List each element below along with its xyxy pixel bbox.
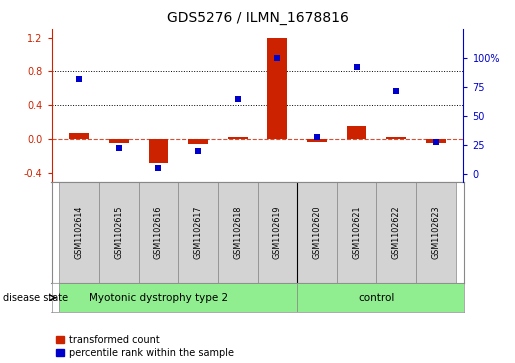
Bar [307,139,327,142]
Bar [297,182,337,283]
Point [154,166,163,171]
Bar [416,182,456,283]
Bar [218,182,258,283]
Bar [267,37,287,139]
Point [313,134,321,140]
Text: GSM1102619: GSM1102619 [273,205,282,259]
Point [234,96,242,102]
Text: GSM1102620: GSM1102620 [313,205,321,259]
Bar [148,139,168,163]
Point [273,55,281,61]
Bar [337,182,376,283]
Bar [99,182,139,283]
Point [115,144,123,150]
Bar [178,182,218,283]
Text: disease state: disease state [3,293,67,303]
Bar [109,139,129,143]
Bar [59,182,99,283]
Bar [188,139,208,144]
Bar [347,126,367,139]
Point [392,88,400,94]
Bar [426,139,445,143]
Text: GSM1102623: GSM1102623 [431,205,440,259]
Title: GDS5276 / ILMN_1678816: GDS5276 / ILMN_1678816 [166,11,349,25]
Text: GSM1102615: GSM1102615 [114,205,124,259]
Text: GSM1102621: GSM1102621 [352,205,361,259]
Point [352,65,360,70]
Bar [59,283,297,312]
Point [75,76,83,82]
Legend: transformed count, percentile rank within the sample: transformed count, percentile rank withi… [56,335,234,358]
Point [194,148,202,154]
Text: GSM1102614: GSM1102614 [75,205,84,259]
Bar [139,182,178,283]
Text: GSM1102622: GSM1102622 [391,205,401,259]
Bar [386,136,406,139]
Bar [376,182,416,283]
Bar [258,182,297,283]
Text: Myotonic dystrophy type 2: Myotonic dystrophy type 2 [89,293,228,303]
Text: GSM1102618: GSM1102618 [233,205,242,259]
Bar [297,283,475,312]
Text: GSM1102616: GSM1102616 [154,205,163,259]
Point [432,139,440,144]
Bar [228,138,248,139]
Bar [70,133,89,139]
Text: control: control [358,293,394,303]
Text: GSM1102617: GSM1102617 [194,205,202,259]
